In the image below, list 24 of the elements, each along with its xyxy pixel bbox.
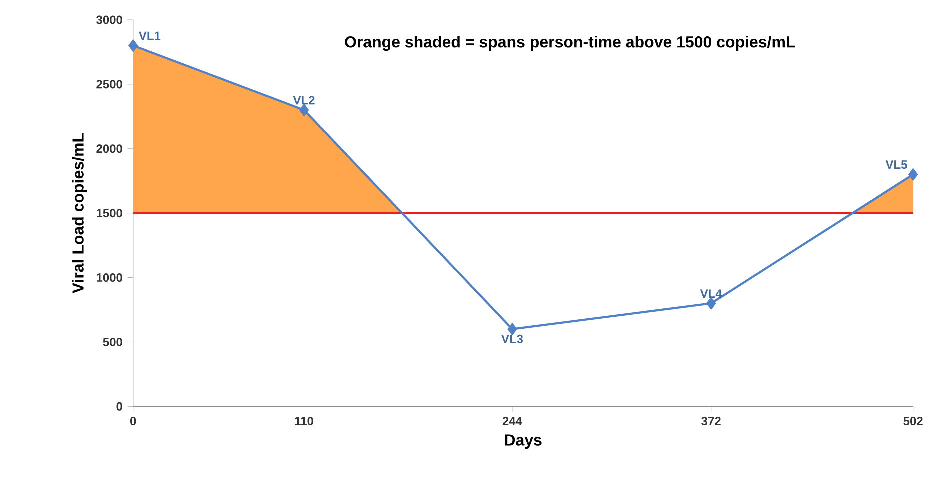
text: Orange shaded = spans person-time above 1500 copies/mL (345, 36, 796, 52)
y-tick-label: 1500 (97, 209, 122, 218)
annotation: VL2 (293, 96, 315, 105)
y-tick-label: 500 (103, 338, 122, 347)
point (128, 40, 138, 52)
x-tick-label: 0 (130, 417, 136, 426)
point (908, 168, 918, 182)
y-tick-label: 1000 (97, 274, 122, 282)
x-tick-label: 372 (702, 417, 721, 426)
annotation: VL4 (700, 290, 722, 298)
y-tick-label: 2500 (96, 80, 122, 89)
y-tick-label: 0 (116, 402, 122, 412)
point (299, 104, 310, 117)
annotation: VL1 (139, 32, 161, 40)
annotation: VL5 (886, 160, 908, 170)
y-tick-label: 3000 (96, 16, 122, 24)
x-tick-label: 502 (904, 417, 923, 426)
x-tick-label: 244 (502, 417, 522, 426)
y-tick-label: 2000 (96, 144, 122, 154)
x-tick-label: 110 (295, 417, 314, 426)
y-axis-title: Viral Load copies/mL (72, 134, 88, 294)
x-axis-title: Days (505, 434, 542, 450)
annotation: VL3 (502, 335, 524, 344)
point (706, 297, 716, 310)
